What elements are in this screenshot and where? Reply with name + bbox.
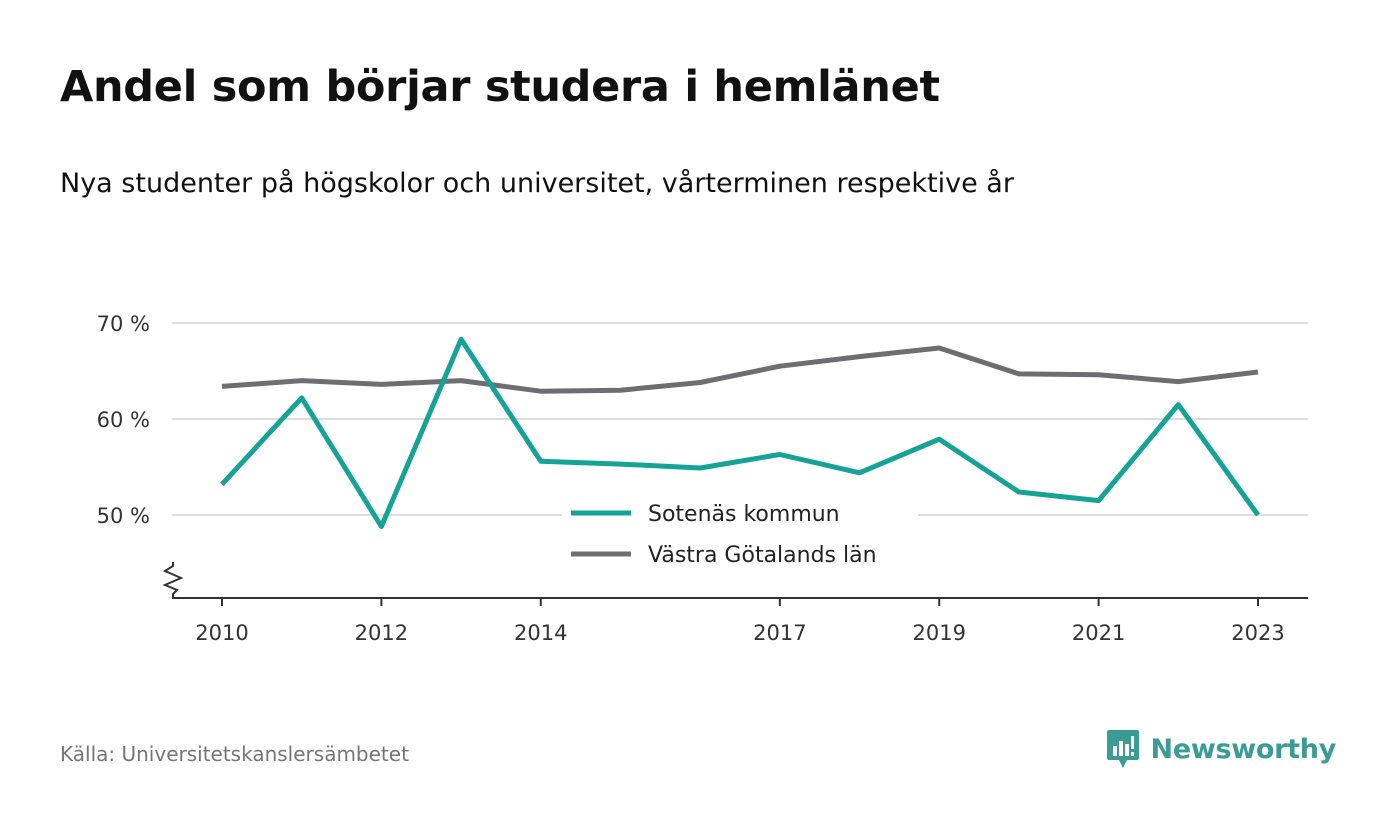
gridlines	[172, 322, 1308, 516]
y-tick-label: 60 %	[97, 408, 150, 432]
x-tick-label: 2014	[514, 621, 567, 645]
legend-background	[562, 492, 918, 574]
series-line-vastra-gotalands-lan	[221, 345, 1259, 394]
chart-subtitle: Nya studenter på högskolor och universit…	[60, 168, 1014, 199]
x-axis	[162, 562, 1308, 599]
legend-label: Västra Götalands län	[648, 543, 877, 568]
brand-logo: Newsworthy	[1105, 728, 1336, 770]
line-chart: 50 % 60 % 70 % 2010 2012 2014 2017 2019 2021 202…	[97, 312, 1308, 645]
axis-break-icon	[162, 562, 184, 598]
legend-label: Sotenäs kommun	[648, 502, 840, 527]
x-tick-label: 2017	[753, 621, 806, 645]
chart-series	[220, 336, 1261, 529]
brand-name: Newsworthy	[1150, 733, 1337, 765]
x-tick-label: 2021	[1072, 621, 1125, 645]
source-note: Källa: Universitetskanslersämbetet	[60, 742, 409, 766]
x-tick-label: 2012	[355, 621, 408, 645]
x-tick-label: 2010	[195, 621, 248, 645]
y-axis-ticks: 50 % 60 % 70 %	[97, 312, 150, 528]
newsworthy-logo-icon	[1106, 730, 1139, 768]
x-tick-label: 2019	[913, 621, 966, 645]
x-axis-ticks: 2010 2012 2014 2017 2019 2021 2023	[195, 598, 1285, 645]
y-tick-label: 50 %	[97, 504, 150, 528]
x-tick-label: 2023	[1231, 621, 1284, 645]
y-tick-label: 70 %	[97, 312, 150, 336]
chart-title: Andel som börjar studera i hemlänet	[60, 62, 940, 112]
chart-legend: Sotenäs kommun Västra Götalands län	[562, 492, 918, 574]
series-line-sotenas-kommun	[220, 336, 1261, 529]
